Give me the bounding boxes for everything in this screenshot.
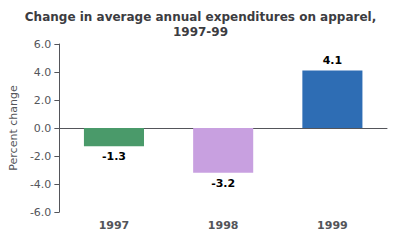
svg-text:-6.0: -6.0 — [30, 206, 51, 219]
svg-text:1997-99: 1997-99 — [173, 25, 228, 39]
svg-text:1998: 1998 — [208, 219, 239, 232]
svg-text:-4.0: -4.0 — [30, 178, 51, 191]
svg-text:4.0: 4.0 — [34, 66, 52, 79]
svg-text:4.1: 4.1 — [323, 54, 343, 67]
svg-text:-1.3: -1.3 — [102, 150, 126, 163]
svg-text:6.0: 6.0 — [34, 38, 52, 51]
svg-text:0.0: 0.0 — [34, 122, 52, 135]
svg-text:Percent change: Percent change — [7, 85, 20, 171]
svg-text:-3.2: -3.2 — [211, 177, 235, 190]
svg-text:1997: 1997 — [99, 219, 130, 232]
svg-text:2.0: 2.0 — [34, 94, 52, 107]
svg-text:1999: 1999 — [317, 219, 348, 232]
svg-text:-2.0: -2.0 — [30, 150, 51, 163]
svg-text:Change in average annual expen: Change in average annual expenditures on… — [25, 10, 376, 24]
